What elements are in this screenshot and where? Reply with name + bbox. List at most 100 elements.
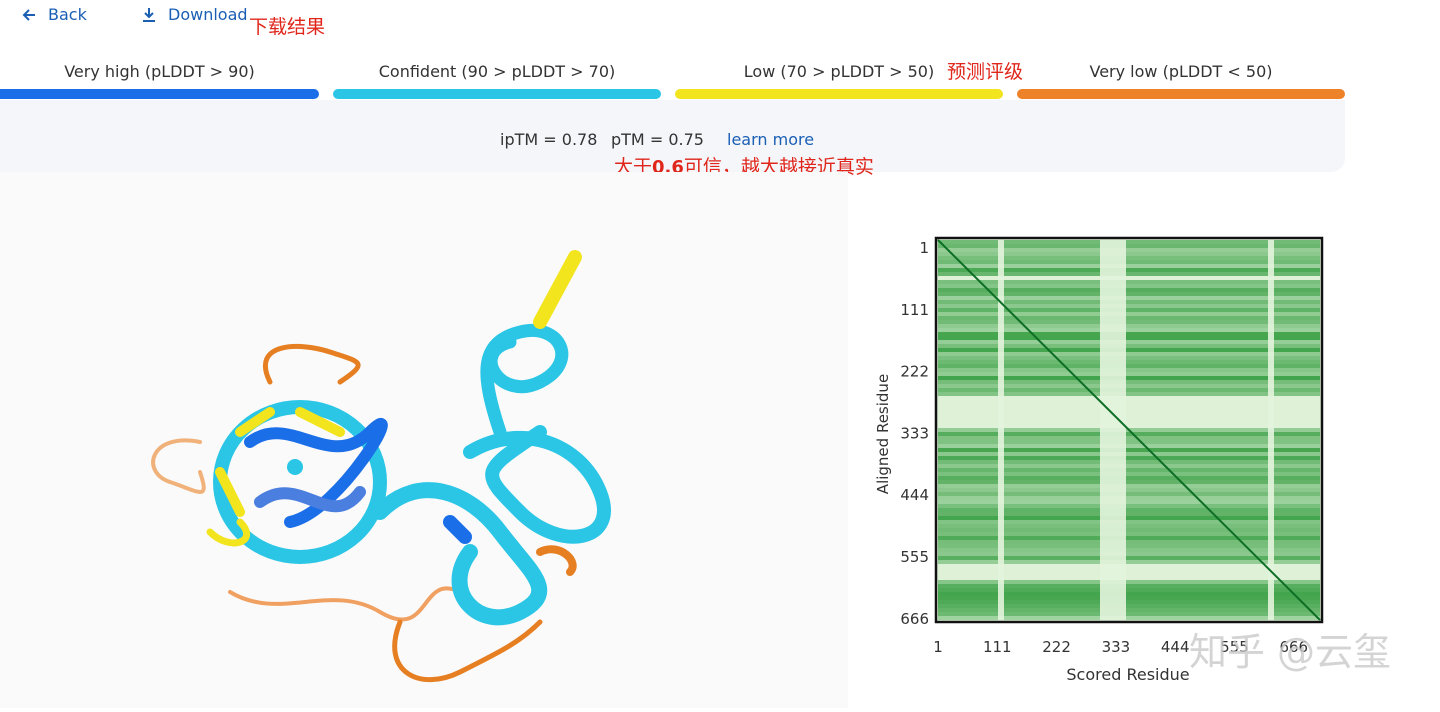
heatmap-row — [938, 500, 1320, 504]
heatmap-row — [938, 596, 1320, 600]
heatmap-row — [938, 584, 1320, 588]
heatmap-row — [938, 452, 1320, 456]
heatmap-row — [938, 512, 1320, 516]
heatmap-row — [938, 612, 1320, 616]
x-tick-label: 222 — [1042, 638, 1071, 656]
legend-label: Confident (90 > pLDDT > 70) — [378, 62, 616, 81]
heatmap-row — [938, 532, 1320, 536]
y-tick-label: 444 — [900, 486, 929, 504]
y-tick-label: 111 — [900, 301, 929, 319]
back-icon — [22, 8, 35, 21]
heatmap-row — [938, 600, 1320, 604]
score-panel — [0, 100, 1345, 172]
heatmap-row — [938, 372, 1320, 376]
ptm-score: pTM = 0.75 — [611, 130, 704, 149]
heatmap-row — [938, 324, 1320, 328]
heatmap-row — [938, 524, 1320, 528]
learn-more-link[interactable]: learn more — [727, 130, 815, 149]
download-button[interactable]: Download — [140, 5, 248, 24]
heatmap-row — [938, 540, 1320, 544]
heatmap-row — [938, 616, 1320, 620]
legend-bar — [1017, 89, 1345, 99]
heatmap-row — [938, 280, 1320, 284]
heatmap-row — [938, 516, 1320, 520]
back-button[interactable]: Back — [20, 5, 87, 24]
heatmap-row — [938, 440, 1320, 444]
heatmap-row — [938, 264, 1320, 268]
heatmap-row — [938, 488, 1320, 492]
heatmap-row — [938, 580, 1320, 584]
heatmap-row — [938, 340, 1320, 344]
heatmap-row — [938, 332, 1320, 336]
legend-note: 预测评级 — [947, 61, 1024, 83]
heatmap-row — [938, 320, 1320, 324]
heatmap-row — [938, 292, 1320, 296]
heatmap-row — [938, 252, 1320, 256]
legend-bar — [333, 89, 661, 99]
heatmap-diagonal — [937, 239, 1321, 621]
x-tick-label: 666 — [1279, 638, 1308, 656]
heatmap-row — [938, 384, 1320, 388]
x-axis-label: Scored Residue — [1066, 665, 1189, 684]
iptm-score: ipTM = 0.78 — [500, 130, 598, 149]
heatmap-row — [938, 592, 1320, 596]
heatmap-row — [938, 296, 1320, 300]
legend-bar — [0, 89, 319, 99]
heatmap-row — [938, 272, 1320, 276]
heatmap-row — [938, 356, 1320, 360]
download-icon — [143, 7, 155, 22]
heatmap-row — [938, 328, 1320, 332]
heatmap-row — [938, 380, 1320, 384]
heatmap-row — [938, 316, 1320, 320]
legend-label: Very low (pLDDT < 50) — [1089, 62, 1273, 81]
heatmap-row — [938, 520, 1320, 524]
heatmap-row — [938, 528, 1320, 532]
pae-plot: Aligned Residue Scored Residue 111122233… — [874, 236, 1391, 684]
structure-viewer[interactable] — [0, 172, 848, 708]
x-tick-label: 444 — [1161, 638, 1190, 656]
heatmap-row — [938, 460, 1320, 464]
heatmap-row — [938, 468, 1320, 472]
heatmap-band — [1100, 238, 1126, 622]
heatmap-row — [938, 376, 1320, 380]
pae-heatmap — [936, 238, 1322, 622]
heatmap-row — [938, 588, 1320, 592]
y-tick-label: 555 — [900, 548, 929, 566]
y-tick-label: 1 — [919, 239, 929, 257]
y-tick-label: 333 — [900, 424, 929, 442]
heatmap-row — [938, 508, 1320, 512]
heatmap-row — [938, 300, 1320, 304]
y-tick-label: 222 — [900, 363, 929, 381]
heatmap-row — [938, 260, 1320, 264]
legend-label: Low (70 > pLDDT > 50) — [743, 62, 935, 81]
heatmap-row — [938, 388, 1320, 392]
y-axis-label: Aligned Residue — [874, 374, 892, 494]
heatmap-row — [938, 436, 1320, 440]
download-label: Download — [168, 5, 248, 24]
heatmap-row — [938, 444, 1320, 448]
heatmap-row — [938, 256, 1320, 260]
heatmap-row — [938, 480, 1320, 484]
back-label: Back — [48, 5, 87, 24]
heatmap-band — [998, 238, 1004, 622]
heatmap-row — [938, 288, 1320, 292]
heatmap-row — [938, 472, 1320, 476]
heatmap-row — [938, 308, 1320, 312]
heatmap-row — [938, 464, 1320, 468]
heatmap-row — [938, 240, 1320, 244]
heatmap-row — [938, 432, 1320, 436]
heatmap-row — [938, 560, 1320, 564]
legend-label: Very high (pLDDT > 90) — [64, 62, 255, 81]
heatmap-row — [938, 484, 1320, 488]
x-tick-label: 111 — [983, 638, 1012, 656]
heatmap-row — [938, 536, 1320, 540]
heatmap-row — [938, 348, 1320, 352]
heatmap-row — [938, 368, 1320, 372]
heatmap-row — [938, 504, 1320, 508]
heatmap-row — [938, 608, 1320, 612]
heatmap-row — [938, 248, 1320, 252]
heatmap-row — [938, 392, 1320, 396]
